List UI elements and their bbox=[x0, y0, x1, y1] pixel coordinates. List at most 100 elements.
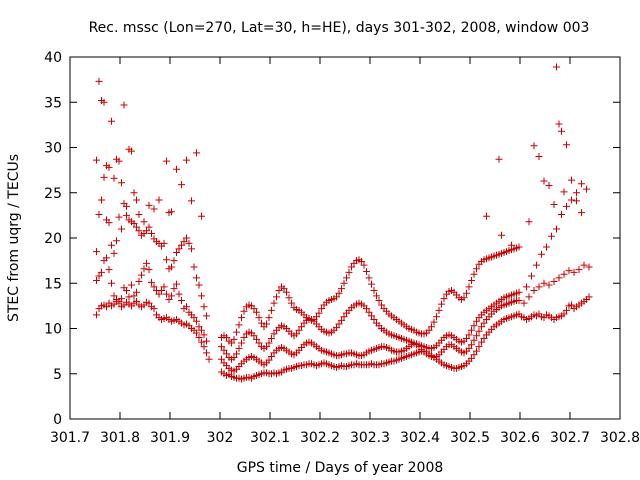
data-point bbox=[175, 245, 183, 253]
data-point bbox=[255, 314, 263, 322]
x-tick-label: 301.7 bbox=[50, 430, 90, 446]
data-point bbox=[165, 296, 173, 304]
data-point bbox=[123, 211, 130, 219]
data-point bbox=[553, 225, 560, 233]
data-point bbox=[563, 141, 570, 149]
data-point bbox=[333, 324, 340, 332]
y-axis-label: STEC from uqrg / TECUs bbox=[6, 154, 22, 322]
data-point bbox=[545, 281, 553, 289]
data-point bbox=[195, 334, 203, 342]
data-point bbox=[228, 339, 235, 347]
data-point bbox=[108, 117, 115, 125]
data-point bbox=[198, 212, 205, 220]
data-point bbox=[515, 296, 523, 304]
data-point bbox=[318, 305, 325, 313]
data-point bbox=[150, 205, 158, 213]
data-point bbox=[108, 279, 115, 287]
data-point bbox=[265, 356, 273, 364]
data-point bbox=[340, 313, 348, 321]
data-point bbox=[333, 293, 340, 301]
data-point bbox=[235, 321, 243, 329]
data-point bbox=[263, 320, 270, 328]
data-point bbox=[550, 201, 558, 209]
data-point bbox=[558, 210, 565, 218]
y-tick-label: 20 bbox=[44, 231, 62, 247]
data-point bbox=[168, 208, 175, 216]
data-point bbox=[205, 355, 213, 363]
data-point bbox=[120, 101, 128, 109]
data-point bbox=[143, 227, 150, 235]
data-point bbox=[110, 292, 118, 300]
data-point bbox=[145, 201, 153, 209]
data-point bbox=[540, 177, 548, 185]
data-point bbox=[130, 292, 138, 300]
data-point bbox=[195, 323, 203, 331]
data-point bbox=[238, 314, 245, 322]
data-point bbox=[543, 243, 550, 251]
data-point bbox=[203, 312, 210, 320]
x-tick-label: 302.7 bbox=[550, 430, 590, 446]
data-point bbox=[118, 179, 125, 187]
data-point bbox=[95, 210, 103, 218]
data-point bbox=[95, 272, 103, 280]
data-point bbox=[463, 334, 470, 342]
data-point bbox=[465, 331, 473, 339]
data-point bbox=[498, 231, 505, 239]
data-point bbox=[315, 309, 323, 317]
data-point bbox=[133, 288, 140, 296]
data-point bbox=[568, 301, 575, 309]
data-point bbox=[470, 351, 478, 359]
y-axis: 0 5 10 15 20 25 30 35 40 bbox=[44, 50, 620, 428]
y-tick-label: 40 bbox=[44, 50, 62, 66]
data-point bbox=[578, 180, 585, 188]
data-point bbox=[558, 127, 565, 135]
data-point bbox=[110, 174, 118, 182]
y-tick-label: 25 bbox=[44, 186, 62, 202]
x-tick-label: 302.1 bbox=[250, 430, 290, 446]
data-point bbox=[370, 286, 378, 294]
data-point bbox=[233, 328, 240, 336]
data-point bbox=[438, 300, 445, 308]
data-point bbox=[560, 270, 568, 278]
data-point bbox=[193, 149, 200, 157]
data-point bbox=[295, 326, 303, 334]
data-point bbox=[145, 266, 153, 274]
data-point bbox=[338, 316, 345, 324]
data-point bbox=[190, 314, 198, 322]
y-tick-label: 35 bbox=[44, 95, 62, 111]
x-tick-label: 302 bbox=[207, 430, 234, 446]
data-point bbox=[263, 343, 270, 351]
data-point bbox=[230, 353, 238, 361]
data-point bbox=[118, 225, 125, 233]
data-point bbox=[535, 153, 543, 161]
data-point bbox=[250, 305, 258, 313]
data-point bbox=[108, 241, 115, 249]
data-point bbox=[103, 254, 110, 262]
data-point bbox=[105, 219, 113, 227]
data-point bbox=[93, 156, 100, 164]
data-point bbox=[368, 312, 375, 320]
data-point bbox=[140, 218, 148, 226]
data-point bbox=[288, 299, 295, 307]
data-point bbox=[110, 249, 118, 257]
data-point bbox=[540, 279, 548, 287]
data-point bbox=[98, 196, 105, 204]
data-point bbox=[233, 350, 240, 358]
data-point bbox=[180, 238, 188, 246]
data-point bbox=[118, 295, 125, 303]
data-point bbox=[135, 227, 143, 235]
data-point bbox=[470, 322, 478, 330]
data-point bbox=[133, 196, 140, 204]
data-point bbox=[113, 237, 120, 245]
data-point bbox=[178, 296, 185, 304]
x-tick-label: 301.8 bbox=[100, 430, 140, 446]
data-point bbox=[430, 318, 438, 326]
data-point bbox=[183, 303, 190, 311]
data-point bbox=[148, 278, 155, 286]
data-point bbox=[105, 266, 113, 274]
data-point bbox=[535, 283, 543, 291]
data-point bbox=[585, 293, 593, 301]
data-point bbox=[200, 331, 208, 339]
data-point bbox=[193, 317, 200, 325]
